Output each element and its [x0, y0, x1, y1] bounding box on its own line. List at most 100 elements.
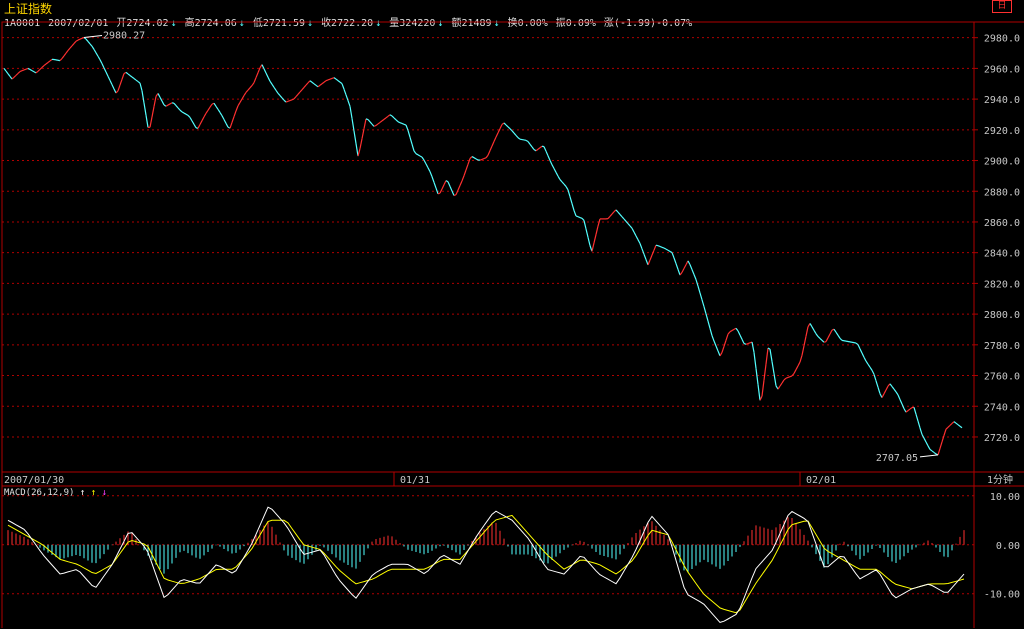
price-segment — [217, 109, 221, 113]
histogram-down-arrow-icon: ↓ — [101, 488, 107, 498]
price-segment — [355, 143, 359, 157]
price-segment — [393, 117, 397, 121]
price-segment — [761, 380, 765, 397]
price-segment — [17, 71, 21, 74]
price-tick-label: 2900.0 — [984, 157, 1020, 168]
price-segment — [341, 83, 345, 90]
price-segment — [413, 150, 417, 155]
price-segment — [459, 180, 463, 186]
price-segment — [285, 100, 289, 103]
price-segment — [151, 106, 155, 118]
price-segment — [417, 154, 421, 157]
price-segment — [277, 92, 281, 96]
price-segment — [301, 87, 305, 91]
price-segment — [959, 425, 963, 429]
price-segment — [221, 115, 225, 120]
price-segment — [405, 124, 409, 131]
restore-window-icon[interactable]: 日 — [992, 0, 1012, 13]
price-tick-label: 2800.0 — [984, 310, 1020, 321]
price-segment — [399, 122, 403, 125]
price-segment — [629, 225, 633, 229]
min-annotation: 2707.05 — [876, 453, 918, 464]
price-segment — [153, 96, 157, 107]
price-segment — [571, 203, 575, 211]
price-segment — [365, 118, 369, 121]
price-segment — [331, 77, 335, 79]
price-segment — [561, 181, 565, 185]
price-segment — [803, 336, 807, 346]
price-segment — [345, 94, 349, 101]
price-segment — [363, 118, 367, 129]
price-segment — [669, 250, 673, 254]
price-segment — [909, 407, 913, 410]
price-segment — [859, 348, 863, 354]
price-segment — [801, 345, 805, 356]
price-segment — [187, 114, 191, 118]
price-segment — [923, 437, 927, 443]
price-segment — [263, 68, 267, 74]
price-segment — [657, 245, 661, 248]
price-segment — [711, 335, 715, 342]
price-segment — [445, 180, 449, 183]
price-tick-label: 2920.0 — [984, 126, 1020, 137]
signal-up-arrow-icon: ↑ — [90, 488, 97, 498]
price-segment — [585, 228, 589, 238]
price-segment — [539, 145, 543, 149]
price-segment — [549, 160, 553, 165]
price-segment — [69, 45, 73, 49]
price-segment — [289, 99, 293, 102]
price-segment — [535, 148, 539, 152]
price-segment — [193, 124, 197, 129]
price-segment — [205, 109, 209, 114]
price-segment — [39, 67, 43, 70]
price-segment — [329, 77, 333, 80]
price-segment — [927, 445, 931, 450]
high-value: 高2724.06 — [184, 18, 237, 29]
price-segment — [225, 123, 229, 128]
price-segment — [11, 76, 15, 80]
price-segment — [63, 52, 67, 57]
price-segment — [631, 227, 635, 233]
price-segment — [795, 365, 799, 370]
price-segment — [679, 271, 683, 276]
price-segment — [659, 245, 663, 248]
price-segment — [733, 327, 737, 330]
price-segment — [261, 64, 265, 70]
price-segment — [723, 340, 727, 347]
price-segment — [587, 237, 591, 246]
price-segment — [789, 375, 793, 378]
price-segment — [271, 83, 275, 88]
price-segment — [377, 121, 381, 125]
turnover-value: 换0.00% — [507, 18, 548, 29]
price-segment — [397, 121, 401, 124]
change-value: 涨(-1.99)-0.07% — [603, 18, 693, 29]
price-segment — [569, 196, 573, 204]
price-segment — [449, 186, 453, 192]
price-segment — [281, 97, 285, 101]
price-segment — [469, 156, 473, 159]
price-segment — [61, 55, 65, 59]
price-segment — [403, 123, 407, 126]
price-segment — [321, 81, 325, 85]
price-segment — [433, 182, 437, 189]
price-segment — [481, 158, 485, 160]
price-segment — [577, 216, 581, 219]
price-segment — [771, 361, 775, 374]
price-segment — [35, 70, 39, 74]
price-segment — [107, 75, 111, 81]
price-segment — [401, 122, 405, 125]
price-segment — [667, 249, 671, 252]
price-segment — [925, 441, 929, 447]
date-label: 01/31 — [400, 475, 430, 486]
price-segment — [453, 194, 457, 197]
price-segment — [479, 158, 483, 161]
price-segment — [877, 387, 881, 394]
price-segment — [689, 264, 693, 270]
price-tick-label: 2940.0 — [984, 95, 1020, 106]
price-segment — [141, 90, 145, 104]
price-segment — [487, 150, 491, 156]
price-segment — [265, 72, 269, 78]
price-segment — [361, 128, 365, 139]
price-segment — [697, 285, 701, 294]
price-segment — [295, 93, 299, 98]
